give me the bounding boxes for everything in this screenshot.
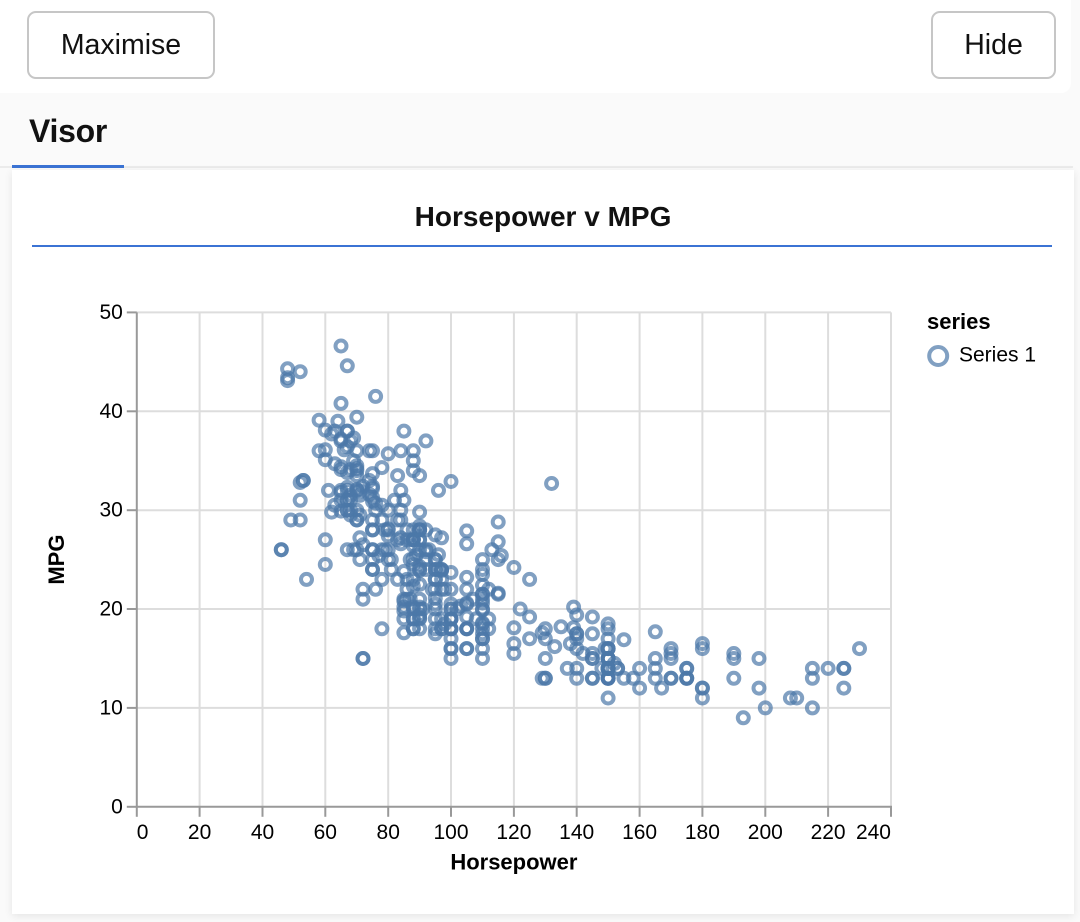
svg-text:50: 50 [99,301,122,324]
svg-text:series: series [927,309,991,334]
svg-text:60: 60 [314,821,337,844]
svg-text:160: 160 [622,821,657,844]
svg-text:220: 220 [811,821,846,844]
svg-text:0: 0 [111,795,123,818]
svg-text:40: 40 [99,400,122,423]
svg-text:200: 200 [748,821,783,844]
svg-text:MPG: MPG [44,535,69,585]
svg-text:240: 240 [856,821,891,844]
svg-text:10: 10 [99,696,122,719]
svg-text:0: 0 [137,821,149,844]
svg-text:20: 20 [188,821,211,844]
svg-text:140: 140 [559,821,594,844]
svg-text:40: 40 [251,821,274,844]
svg-text:120: 120 [496,821,531,844]
svg-text:Series 1: Series 1 [959,344,1036,367]
svg-text:80: 80 [377,821,400,844]
svg-text:20: 20 [99,598,122,621]
svg-text:100: 100 [433,821,468,844]
svg-text:30: 30 [99,499,122,522]
svg-text:180: 180 [685,821,720,844]
svg-text:Horsepower: Horsepower [450,850,578,875]
